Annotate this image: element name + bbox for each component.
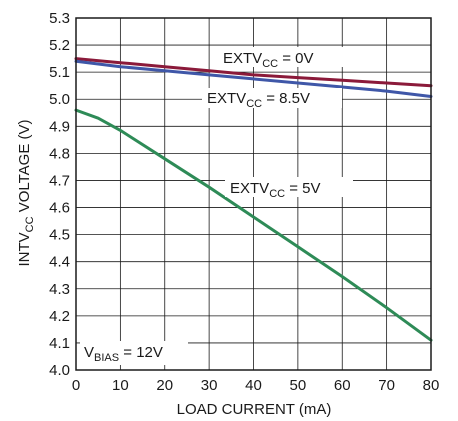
y-tick-label: 4.7 <box>49 172 70 189</box>
series-label-extv-8-5v: EXTVCC = 8.5V <box>207 90 310 110</box>
series-label-extv-0v: EXTVCC = 0V <box>223 50 314 70</box>
series-lines <box>74 57 433 342</box>
y-tick-label: 4.4 <box>49 254 70 271</box>
condition-label-vbias: VBIAS = 12V <box>84 344 163 364</box>
y-tick-label: 4.5 <box>49 227 70 244</box>
y-axis-title: INTVCC VOLTAGE (V) <box>16 119 36 266</box>
x-tick-label: 30 <box>201 377 218 394</box>
x-tick-label: 40 <box>245 377 262 394</box>
y-tick-label: 5.3 <box>49 10 70 27</box>
x-tick-label: 20 <box>156 377 173 394</box>
tick-labels: 0 10 20 30 40 50 60 70 80 4.0 4.1 4.2 4.3 4.4 4.5 4.6 4.… <box>49 10 439 394</box>
y-tick-label: 4.9 <box>49 118 70 135</box>
x-tick-label: 80 <box>423 377 440 394</box>
label-bg-extv-8-5v <box>202 88 342 108</box>
x-axis-title: LOAD CURRENT (mA) <box>177 401 332 418</box>
series-label-extv-5v: EXTVCC = 5V <box>230 180 321 200</box>
x-tick-label: 60 <box>334 377 351 394</box>
y-tick-label: 5.0 <box>49 91 70 108</box>
y-tick-label: 4.6 <box>49 200 70 217</box>
label-bg-extv-0v <box>218 47 346 67</box>
y-tick-label: 4.3 <box>49 281 70 298</box>
y-tick-label: 5.1 <box>49 64 70 81</box>
x-tick-label: 70 <box>378 377 395 394</box>
y-tick-label: 4.1 <box>49 335 70 352</box>
series-line-2 <box>74 108 433 342</box>
label-bg-extv-5v <box>225 177 353 197</box>
plot-frame <box>75 17 432 371</box>
series-line-0 <box>74 57 433 88</box>
x-tick-label: 50 <box>290 377 307 394</box>
y-tick-label: 5.2 <box>49 37 70 54</box>
x-tick-label: 0 <box>72 377 80 394</box>
y-tick-label: 4.0 <box>49 362 70 379</box>
y-tick-label: 4.8 <box>49 145 70 162</box>
x-tick-label: 10 <box>112 377 129 394</box>
y-tick-label: 4.2 <box>49 308 70 325</box>
label-bg-vbias <box>80 341 188 365</box>
series-line-1 <box>74 59 433 98</box>
annotations: EXTVCC = 0V EXTVCC = 8.5V EXTVCC = 5V VB… <box>80 47 353 365</box>
